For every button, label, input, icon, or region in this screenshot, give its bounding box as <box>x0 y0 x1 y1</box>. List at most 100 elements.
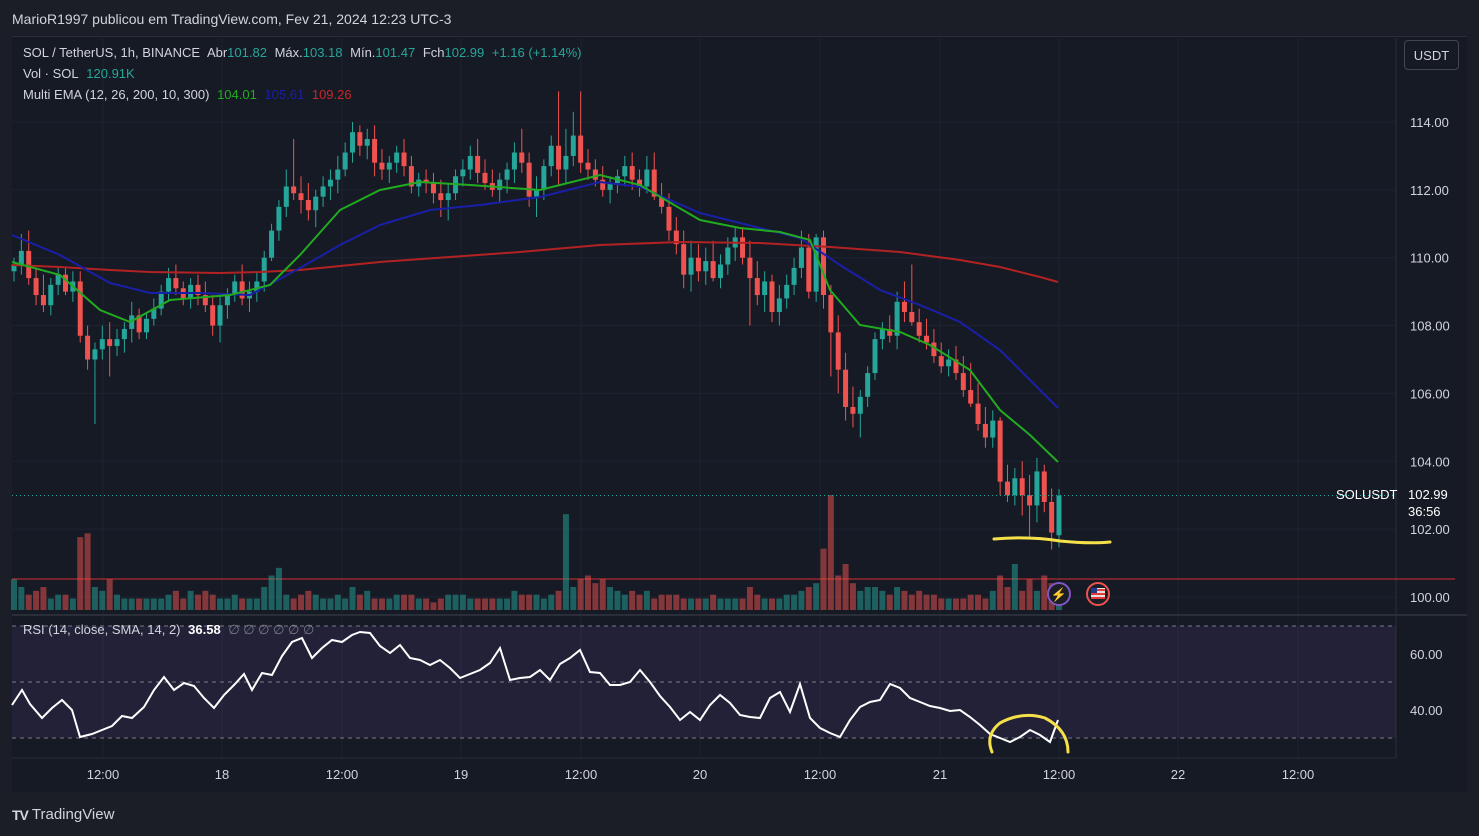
candle-body <box>526 162 532 197</box>
candle-body <box>534 189 539 197</box>
ema26-line <box>11 180 1059 409</box>
volume-bar <box>423 598 430 610</box>
us-flag-stripe <box>1091 593 1105 595</box>
candle-body <box>953 359 959 374</box>
volume-bar <box>239 598 246 610</box>
time-axis-label: 19 <box>454 767 468 782</box>
volume-bar <box>680 598 687 610</box>
currency-button[interactable]: USDT <box>1404 40 1459 70</box>
candle-body <box>821 237 827 296</box>
volume-bar <box>923 594 930 610</box>
volume-bar <box>504 598 511 610</box>
candle-body <box>386 162 392 170</box>
volume-bar <box>592 583 599 610</box>
volume-bar <box>275 567 282 610</box>
candle-body <box>1027 495 1033 506</box>
volume-bar <box>577 579 584 610</box>
candle-body <box>982 423 988 438</box>
candle-body <box>600 179 606 190</box>
candle-body <box>99 339 105 350</box>
volume-bar <box>320 598 327 610</box>
candle-body <box>938 356 944 367</box>
candle-body <box>136 315 142 333</box>
candle-body <box>239 281 245 299</box>
volume-bar <box>599 579 606 610</box>
volume-bar <box>849 583 856 610</box>
volume-bar <box>952 598 959 610</box>
candle-body <box>11 264 17 272</box>
footer-brand[interactable]: TV TradingView <box>12 806 114 823</box>
candle-body <box>327 179 333 187</box>
volume-bar <box>378 598 385 610</box>
candle-body <box>695 257 701 272</box>
candle-body <box>511 152 517 170</box>
volume-bar <box>945 598 952 610</box>
candle-body <box>350 132 356 153</box>
volume-label: Vol · SOL <box>23 66 79 81</box>
symbol-label[interactable]: SOL / TetherUS, 1h, BINANCE <box>23 45 201 60</box>
candle-body <box>548 145 554 167</box>
price-axis-label: 100.00 <box>1410 590 1450 605</box>
candle-body <box>556 145 562 170</box>
candle-body <box>791 267 797 285</box>
candle-body <box>467 155 473 170</box>
volume-bar <box>55 594 62 610</box>
volume-bar <box>18 587 25 610</box>
volume-bar <box>11 579 17 610</box>
volume-bar <box>91 587 98 610</box>
rsi-extra: ∅ ∅ ∅ ∅ ∅ ∅ <box>228 622 315 637</box>
volume-bar <box>960 598 967 610</box>
candle-body <box>357 132 363 146</box>
price-axis-label: 104.00 <box>1410 454 1450 469</box>
lightning-icon <box>1047 582 1071 606</box>
candle-body <box>570 135 576 156</box>
volume-bar <box>489 598 496 610</box>
time-axis-label: 12:00 <box>1043 767 1076 782</box>
volume-bar <box>710 594 717 610</box>
candle-body <box>33 278 39 296</box>
volume-bar <box>879 590 886 610</box>
candle-body <box>151 308 157 319</box>
volume-bar <box>371 598 378 610</box>
volume-bar <box>268 575 275 610</box>
volume-bar <box>526 594 533 610</box>
volume-bar <box>585 575 592 610</box>
volume-bar <box>253 598 260 610</box>
volume-bar <box>805 587 812 610</box>
volume-bar <box>445 594 452 610</box>
volume-bar <box>290 598 297 610</box>
legend-volume-row[interactable]: Vol · SOL 120.91K <box>23 66 139 81</box>
candle-body <box>968 390 974 404</box>
legend-rsi-row[interactable]: RSI (14, close, SMA, 14, 2) 36.58 ∅ ∅ ∅ … <box>23 622 318 638</box>
volume-bar <box>121 598 128 610</box>
candle-body <box>688 257 694 275</box>
candle-body <box>909 312 915 323</box>
candle-body <box>342 152 348 170</box>
time-axis-label: 12:00 <box>326 767 359 782</box>
volume-bar <box>84 533 91 610</box>
volume-bar <box>997 575 1004 610</box>
rsi-axis-label: 40.00 <box>1410 703 1443 718</box>
volume-bar <box>540 598 547 610</box>
low-value: 101.47 <box>375 45 416 60</box>
volume-bar <box>872 587 879 610</box>
high-label: Máx. <box>274 45 303 60</box>
candle-body <box>1041 471 1047 502</box>
price-axis-label: 106.00 <box>1410 386 1450 401</box>
volume-bar <box>518 594 525 610</box>
volume-bar <box>570 587 577 610</box>
candle-body <box>254 281 260 292</box>
volume-bar <box>246 598 253 610</box>
volume-bar <box>69 598 76 610</box>
volume-bar <box>629 590 636 610</box>
volume-bar <box>688 598 695 610</box>
time-axis-label: 22 <box>1171 767 1185 782</box>
candle-body <box>114 339 120 346</box>
candle-body <box>497 179 503 190</box>
candle-body <box>644 169 650 187</box>
us-flag-stripe <box>1091 589 1105 591</box>
volume-bar <box>908 594 915 610</box>
legend-ema-row[interactable]: Multi EMA (12, 26, 200, 10, 300) 104.01 … <box>23 87 356 102</box>
rsi-label: RSI (14, close, SMA, 14, 2) <box>23 622 181 637</box>
